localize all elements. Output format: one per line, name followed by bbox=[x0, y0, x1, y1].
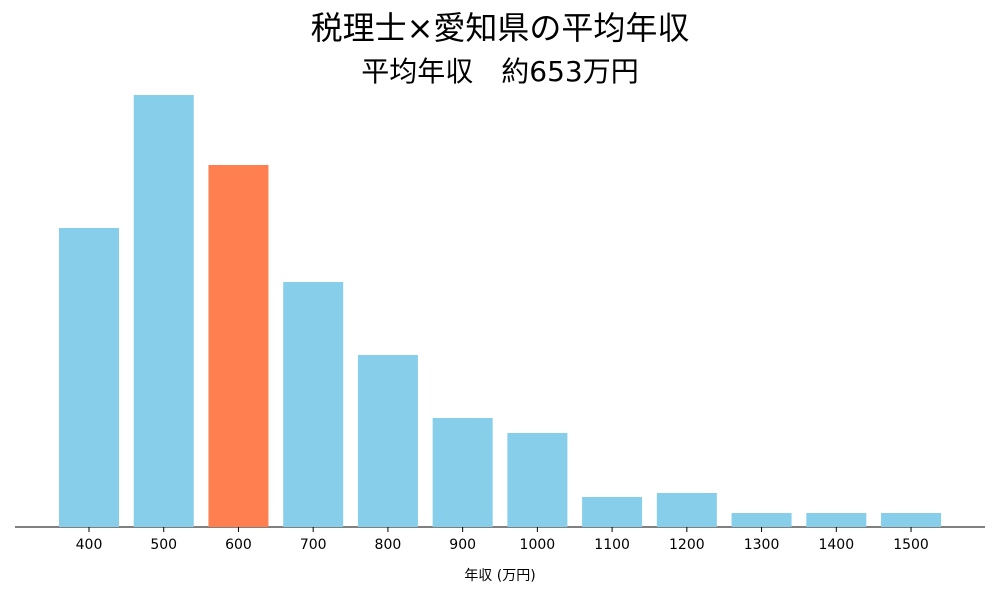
bar bbox=[208, 165, 269, 527]
bar bbox=[881, 513, 942, 527]
x-axis-label: 年収 (万円) bbox=[464, 568, 535, 584]
bar bbox=[133, 95, 194, 527]
x-tick-label: 400 bbox=[76, 537, 103, 553]
bar bbox=[432, 418, 493, 527]
bar bbox=[656, 493, 717, 527]
bar bbox=[283, 282, 344, 527]
chart-subtitle: 平均年収 約653万円 bbox=[361, 55, 638, 88]
x-tick-label: 1000 bbox=[520, 537, 556, 553]
x-tick-label: 900 bbox=[449, 537, 476, 553]
bar bbox=[582, 497, 643, 527]
x-tick-label: 1300 bbox=[744, 537, 780, 553]
x-tick-label: 700 bbox=[300, 537, 327, 553]
chart-title: 税理士×愛知県の平均年収 bbox=[311, 9, 690, 47]
x-tick-label: 1400 bbox=[818, 537, 854, 553]
x-tick-label: 800 bbox=[375, 537, 402, 553]
x-tick-label: 500 bbox=[150, 537, 177, 553]
bar bbox=[357, 355, 418, 527]
bar bbox=[806, 513, 867, 527]
bar bbox=[507, 433, 568, 527]
x-tick-label: 1200 bbox=[669, 537, 705, 553]
bar bbox=[731, 513, 792, 527]
bar bbox=[59, 228, 119, 527]
x-tick-label: 1500 bbox=[893, 537, 929, 553]
x-tick-label: 1100 bbox=[594, 537, 630, 553]
x-tick-label: 600 bbox=[225, 537, 252, 553]
